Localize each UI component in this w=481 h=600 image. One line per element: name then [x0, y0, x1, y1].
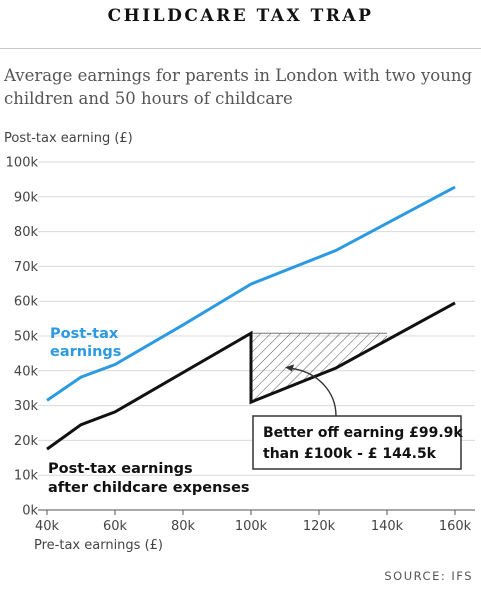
annotation-arrowhead	[285, 364, 294, 372]
y-tick-label: 50k	[14, 330, 39, 345]
chart-title: CHILDCARE TAX TRAP	[107, 6, 374, 26]
y-tick-label: 80k	[14, 225, 39, 240]
x-tick-label: 140k	[371, 519, 404, 534]
post-tax-earnings-label: earnings	[50, 344, 121, 360]
post-childcare-earnings-label: after childcare expenses	[48, 480, 250, 496]
title-divider	[0, 48, 481, 49]
x-tick-label: 100k	[235, 519, 268, 534]
annotation-box	[252, 415, 462, 470]
y-tick-label: 90k	[14, 190, 39, 205]
y-tick-label: 70k	[14, 260, 39, 275]
x-tick-label: 80k	[171, 519, 196, 534]
y-tick-label: 60k	[14, 295, 39, 310]
annotation-arrow	[290, 367, 337, 417]
annotation-text: than £100k - £ 144.5k	[263, 446, 437, 462]
source-note: SOURCE: IFS	[384, 569, 473, 583]
y-axis-label: Post-tax earning (£)	[4, 131, 133, 146]
hatched-region	[251, 333, 387, 403]
x-tick-label: 60k	[103, 519, 128, 534]
y-tick-label: 10k	[14, 469, 39, 484]
y-tick-label: 100k	[6, 156, 39, 171]
y-tick-label: 0k	[22, 504, 38, 519]
annotation-text: Better off earning £99.9k	[263, 425, 463, 441]
y-tick-label: 20k	[14, 434, 39, 449]
y-tick-label: 30k	[14, 399, 39, 414]
x-tick-label: 120k	[303, 519, 336, 534]
x-tick-label: 160k	[439, 519, 472, 534]
y-tick-label: 40k	[14, 364, 39, 379]
x-axis-label: Pre-tax earnings (£)	[34, 538, 163, 553]
chart-subtitle: Average earnings for parents in London w…	[4, 66, 473, 108]
post-childcare-earnings-line	[46, 301, 456, 451]
post-tax-earnings-label: Post-tax	[50, 326, 119, 342]
x-tick-label: 40k	[35, 519, 60, 534]
post-tax-earnings-line	[46, 185, 456, 402]
post-childcare-earnings-label: Post-tax earnings	[48, 461, 193, 477]
